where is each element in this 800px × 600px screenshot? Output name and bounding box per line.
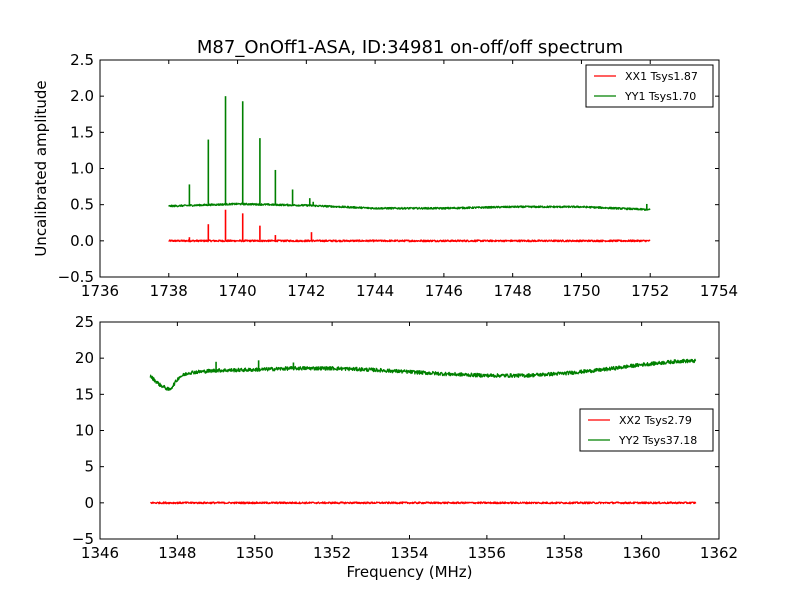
legend-box: [579, 408, 714, 452]
legend-box: [585, 64, 714, 108]
legend-label: XX2 Tsys2.79: [619, 414, 692, 427]
y-tick-label: 2.0: [70, 87, 94, 105]
x-tick-label: 1740: [218, 282, 256, 300]
y-tick-label: 2.5: [70, 51, 94, 69]
y-tick-label: 15: [75, 385, 94, 403]
x-tick-label: 1360: [623, 544, 661, 562]
y-tick-label: 1.5: [70, 123, 94, 141]
x-tick-label: 1352: [313, 544, 351, 562]
y-tick-label: 0.0: [70, 232, 94, 250]
chart-title: M87_OnOff1-ASA, ID:34981 on-off/off spec…: [197, 37, 623, 58]
x-tick-label: 1744: [356, 282, 394, 300]
top-panel: 1736 1738 1740 1742 1744 1746 1748 1750 1752 1754…: [32, 51, 738, 300]
y-tick-label: 20: [75, 349, 94, 367]
x-tick-label: 1354: [390, 544, 428, 562]
x-tick-label: 1746: [425, 282, 463, 300]
legend-label: XX1 Tsys1.87: [625, 70, 698, 83]
y-tick-label: 0: [84, 494, 94, 512]
series-1-line: [168, 209, 651, 243]
x-tick-label: 1346: [81, 544, 119, 562]
x-tick-label: 1750: [562, 282, 600, 300]
x-tick-label: 1362: [700, 544, 738, 562]
x-tick-label: 1752: [631, 282, 669, 300]
x-tick-label: 1358: [545, 544, 583, 562]
legend: XX1 Tsys1.87 YY1 Tsys1.70: [585, 64, 714, 108]
x-tick-label: 1348: [158, 544, 196, 562]
y-tick-label: −0.5: [58, 268, 94, 286]
y-tick-label: 10: [75, 422, 94, 440]
y-tick-label: 5: [84, 458, 94, 476]
x-tick-label: 1356: [468, 544, 506, 562]
y-axis-label: Uncalibrated amplitude: [32, 80, 50, 256]
y-tick-label: −5: [72, 530, 94, 548]
series-2-line: [168, 96, 651, 211]
x-tick-label: 1350: [236, 544, 274, 562]
y-tick-label: 25: [75, 313, 94, 331]
x-tick-label: 1754: [700, 282, 738, 300]
x-tick-label: 1736: [81, 282, 119, 300]
x-axis-label: Frequency (MHz): [346, 563, 472, 581]
legend-label: YY1 Tsys1.70: [624, 90, 696, 103]
series-2-line: [149, 358, 697, 391]
bottom-panel: 1346 1348 1350 1352 1354 1356 1358 1360 1362 −5 0 5…: [72, 313, 738, 581]
x-tick-label: 1738: [150, 282, 188, 300]
legend: XX2 Tsys2.79 YY2 Tsys37.18: [579, 408, 714, 452]
x-tick-label: 1742: [287, 282, 325, 300]
series-1-line: [150, 501, 697, 505]
y-tick-label: 1.0: [70, 160, 94, 178]
y-tick-label: 0.5: [70, 196, 94, 214]
legend-label: YY2 Tsys37.18: [618, 434, 697, 447]
x-tick-label: 1748: [494, 282, 532, 300]
